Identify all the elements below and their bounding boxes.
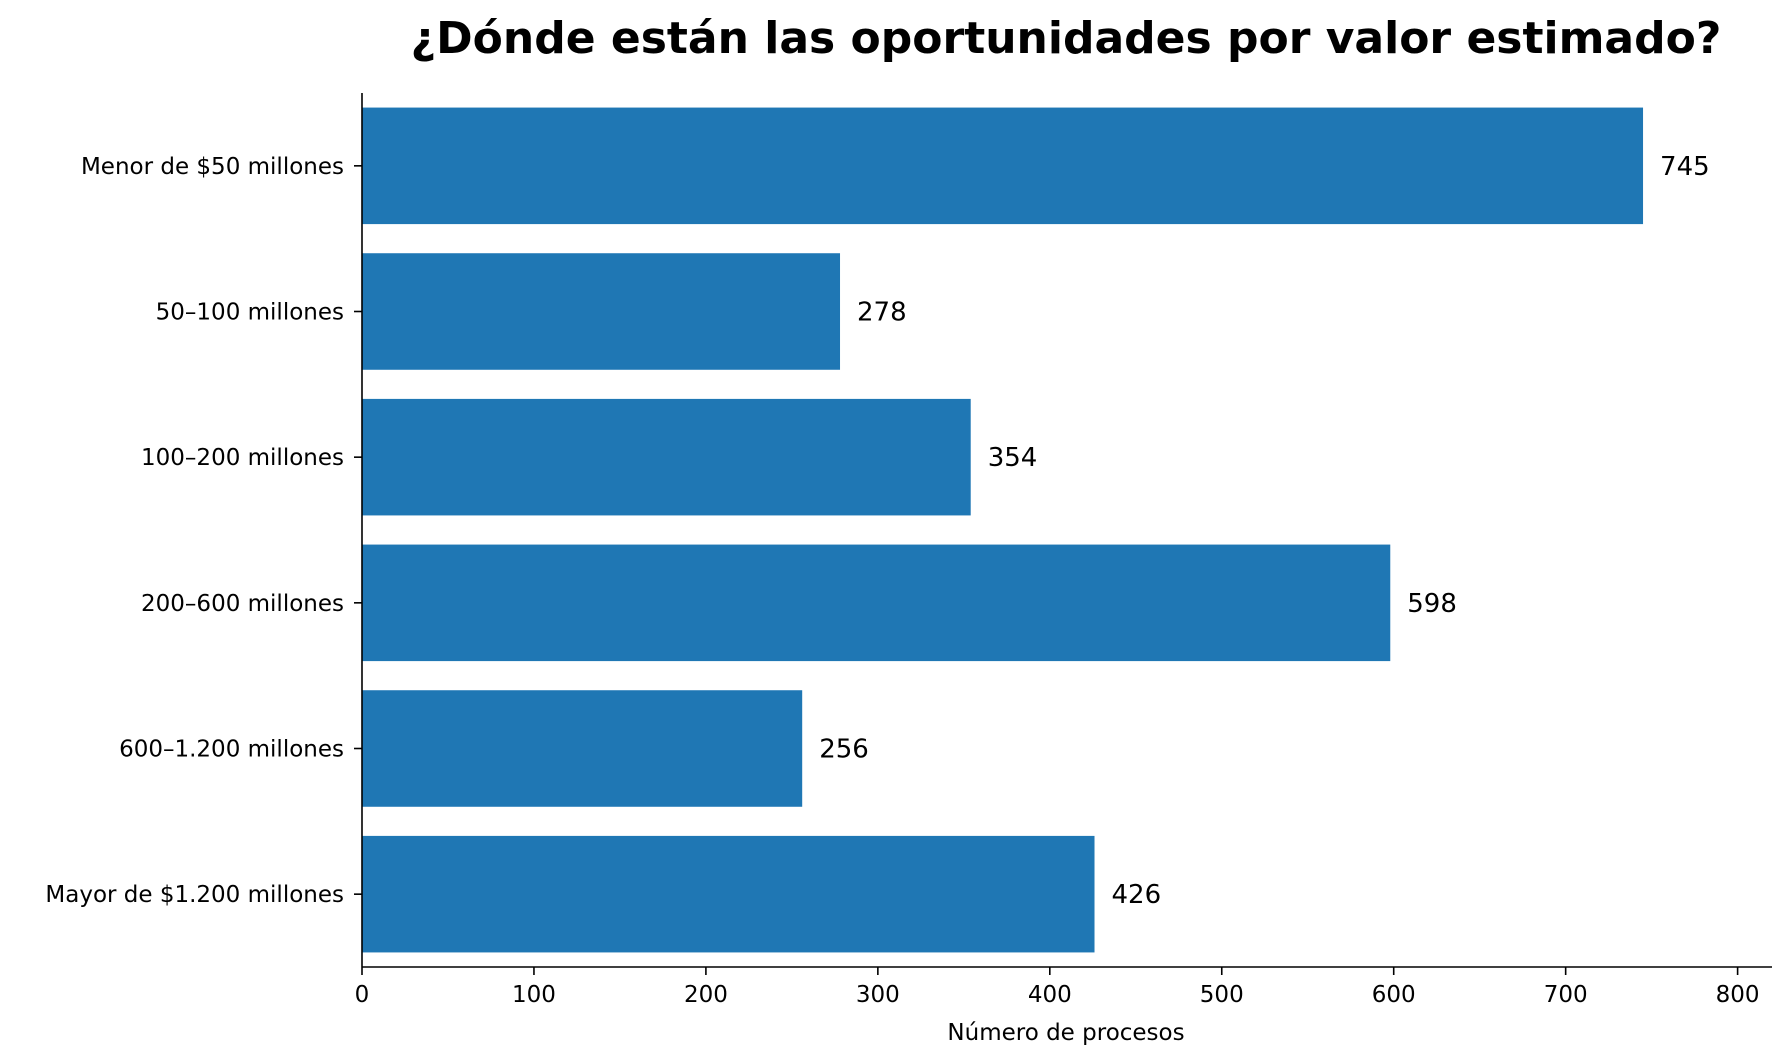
y-tick-label: 50–100 millones [156,300,344,326]
x-tick-label: 500 [1200,982,1244,1008]
x-tick-label: 600 [1372,982,1416,1008]
x-tick-label: 300 [856,982,900,1008]
data-label: 256 [819,735,869,765]
bar [362,690,803,807]
x-tick-label: 200 [684,982,728,1008]
bar [362,253,841,370]
y-tick-label: Menor de $50 millones [81,154,344,180]
chart-title: ¿Dónde están las oportunidades por valor… [411,13,1722,64]
x-tick-label: 400 [1028,982,1072,1008]
data-labels-layer: 745 278 354 598 256 426 [819,152,1709,910]
bars-layer [362,107,1644,953]
y-tick-label: 600–1.200 millones [119,737,344,763]
x-tick-label: 700 [1544,982,1588,1008]
bar [362,544,1391,662]
x-axis-label: Número de procesos [947,1020,1184,1046]
bar [362,107,1644,225]
data-label: 598 [1407,589,1457,619]
x-tick-label: 100 [512,982,556,1008]
x-tick-label: 0 [355,982,370,1008]
x-tick-label: 800 [1716,982,1760,1008]
data-label: 426 [1112,880,1162,910]
data-label: 745 [1660,152,1710,182]
bar [362,835,1095,953]
bar [362,398,971,516]
y-tick-label: 200–600 millones [141,591,344,617]
data-label: 354 [988,443,1038,473]
data-label: 278 [857,298,907,328]
y-axis: Menor de $50 millones 50–100 millones 100–… [45,93,363,967]
x-axis: 0 100 200 300 400 500 600 700 800 [355,966,1772,1008]
y-tick-label: 100–200 millones [141,445,344,471]
y-tick-label: Mayor de $1.200 millones [45,882,344,908]
